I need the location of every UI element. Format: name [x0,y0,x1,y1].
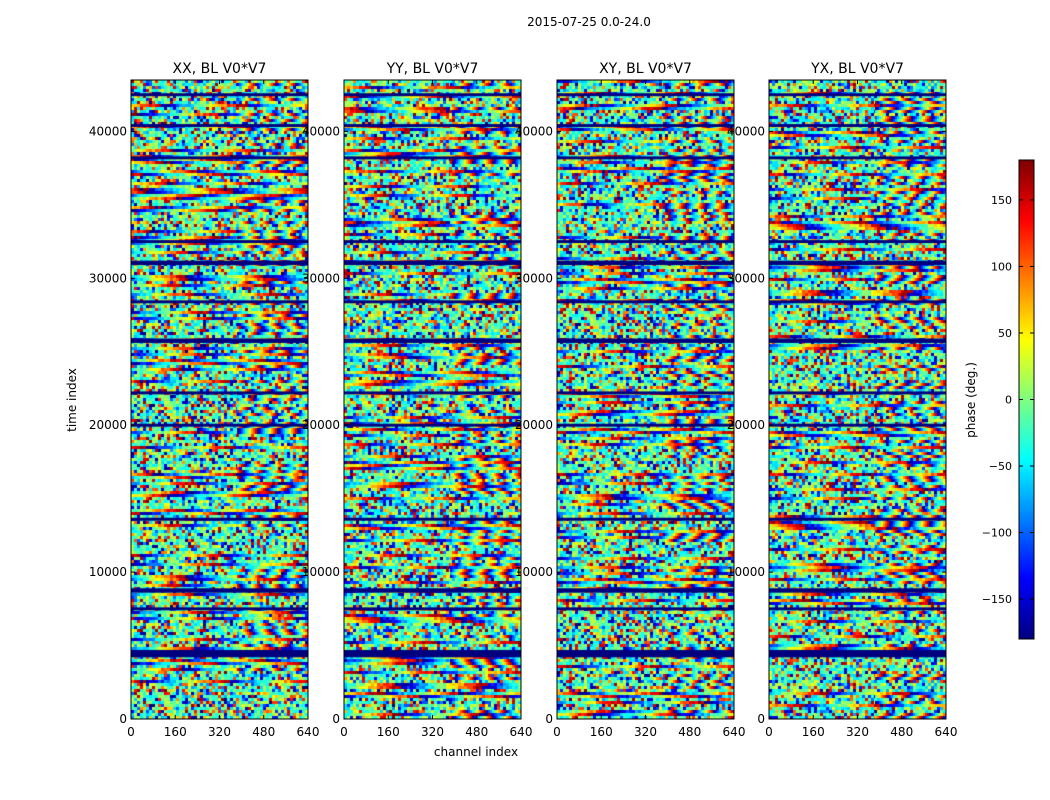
x-tick-label: 160 [590,725,613,739]
y-tick-label: 40000 [727,124,765,138]
colorbar-tick-label: −100 [982,527,1012,540]
panels-group: XX, BL V0*V7 0 160 320 480 640 0 10000 20000 3000… [89,61,958,739]
x-tick-label: 640 [297,725,320,739]
x-tick-label: 160 [377,725,400,739]
colorbar-tick-label: 50 [998,327,1012,340]
colorbar-tick-label: −50 [989,460,1012,473]
y-tick-label: 20000 [302,418,340,432]
y-axis-label: time index [65,368,79,432]
x-tick-label: 160 [802,725,825,739]
colorbar-tick-label: −150 [982,593,1012,606]
x-tick-label: 0 [553,725,561,739]
panel-xy: XY, BL V0*V7 0 160 320 480 640 0 10000 20000 3000… [515,61,746,739]
x-tick-label: 640 [723,725,746,739]
x-tick-label: 0 [765,725,773,739]
x-tick-label: 320 [208,725,231,739]
x-axis-label: channel index [434,745,518,759]
phase-heatmap-xy [557,80,734,719]
x-tick-label: 480 [465,725,488,739]
x-tick-label: 640 [510,725,533,739]
y-tick-label: 30000 [302,271,340,285]
panel-xx: XX, BL V0*V7 0 160 320 480 640 0 10000 20000 3000… [89,61,320,739]
colorbar-gradient [1019,160,1034,639]
colorbar-tick-label: 150 [991,194,1012,207]
y-tick-label: 20000 [89,418,127,432]
x-tick-label: 0 [127,725,135,739]
phase-heatmap-yx [769,80,946,719]
y-tick-label: 0 [119,712,127,726]
panel-yx: YX, BL V0*V7 0 160 320 480 640 0 10000 20000 3000… [727,61,958,739]
panel-title: YY, BL V0*V7 [386,61,479,77]
x-tick-label: 320 [634,725,657,739]
y-tick-label: 0 [545,712,553,726]
y-tick-label: 30000 [89,271,127,285]
panel-title: XY, BL V0*V7 [599,61,692,77]
x-tick-label: 480 [890,725,913,739]
y-tick-label: 10000 [89,565,127,579]
phase-heatmap-yy [344,80,521,719]
y-tick-label: 10000 [727,565,765,579]
y-tick-label: 40000 [89,124,127,138]
y-tick-label: 0 [332,712,340,726]
colorbar: −150 −100 −50 0 50 100 150 [982,159,1035,640]
colorbar-label: phase (deg.) [964,362,978,438]
y-tick-label: 10000 [515,565,553,579]
panel-title: YX, BL V0*V7 [810,61,904,77]
y-tick-label: 10000 [302,565,340,579]
phase-heatmap-xx [131,80,308,719]
x-tick-label: 160 [164,725,187,739]
x-tick-label: 480 [252,725,275,739]
y-tick-label: 30000 [727,271,765,285]
y-tick-label: 20000 [515,418,553,432]
panel-title: XX, BL V0*V7 [173,61,267,77]
colorbar-tick-label: 0 [1005,394,1012,407]
figure-title: 2015-07-25 0.0-24.0 [527,15,651,29]
x-tick-label: 480 [678,725,701,739]
y-tick-label: 40000 [515,124,553,138]
colorbar-tick-label: 100 [991,260,1012,273]
y-tick-label: 0 [757,712,765,726]
x-tick-label: 320 [421,725,444,739]
x-tick-label: 640 [935,725,958,739]
x-tick-label: 320 [846,725,869,739]
panel-yy: YY, BL V0*V7 0 160 320 480 640 0 10000 20000 3000… [302,61,533,739]
x-tick-label: 0 [340,725,348,739]
y-tick-label: 40000 [302,124,340,138]
y-tick-label: 30000 [515,271,553,285]
y-tick-label: 20000 [727,418,765,432]
